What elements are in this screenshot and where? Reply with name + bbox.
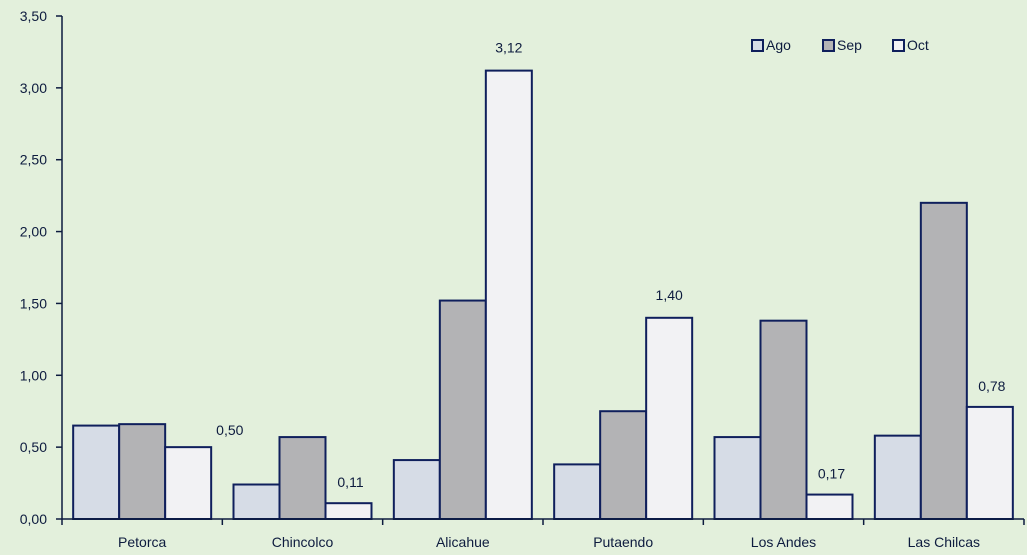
bar-oct [484, 69, 533, 521]
bar-series-group: 0,50 0,11 3,12 1,40 0,17 0,78 [72, 40, 1014, 521]
legend-label: Ago [766, 37, 791, 53]
bar-oct [645, 316, 694, 520]
y-axis: 0,00 0,50 1,00 1,50 2,00 2,50 3,00 3,50 [20, 8, 63, 527]
data-label: 0,50 [216, 422, 243, 438]
y-tick-label: 2,00 [20, 224, 47, 240]
bar-sep [599, 410, 648, 521]
data-label: 0,17 [818, 466, 845, 482]
legend-swatch-ago [751, 39, 764, 52]
legend-swatch-oct [892, 39, 905, 52]
bar-sep [919, 201, 968, 520]
data-label: 0,11 [337, 474, 363, 490]
y-tick-label: 2,50 [20, 152, 47, 168]
bar-ago [873, 434, 922, 521]
x-axis: Petorca Chincolco Alicahue Putaendo Los Ande… [61, 518, 1025, 550]
data-label: 3,12 [495, 40, 522, 56]
bar-sep [759, 319, 808, 520]
x-tick-label: Las Chilcas [908, 534, 980, 550]
bar-ago [713, 436, 762, 520]
x-tick-label: Los Andes [751, 534, 816, 550]
y-tick-label: 0,50 [20, 439, 47, 455]
data-label: 1,40 [656, 287, 683, 303]
legend-swatch-sep [822, 39, 835, 52]
bar-oct [164, 446, 213, 520]
x-tick-label: Petorca [118, 534, 166, 550]
bar-sep [438, 299, 487, 520]
legend-label: Sep [837, 37, 862, 53]
bar-ago [553, 463, 602, 521]
x-tick-label: Putaendo [593, 534, 653, 550]
bar-oct [324, 502, 373, 521]
legend-label: Oct [907, 37, 929, 53]
bar-sep [278, 436, 327, 520]
y-tick-label: 3,00 [20, 80, 47, 96]
legend: Ago Sep Oct [751, 37, 929, 53]
bar-sep [118, 423, 167, 520]
bar-oct [805, 493, 854, 521]
y-tick-label: 3,50 [20, 8, 47, 24]
y-tick-label: 1,00 [20, 367, 47, 383]
y-tick-label: 0,00 [20, 511, 47, 527]
x-tick-label: Alicahue [436, 534, 490, 550]
bar-ago [72, 424, 121, 521]
x-tick-label: Chincolco [272, 534, 334, 550]
data-label: 0,78 [978, 378, 1005, 394]
bar-ago [232, 483, 281, 521]
y-tick-label: 1,50 [20, 295, 47, 311]
bar-ago [392, 459, 441, 521]
bar-oct [965, 405, 1014, 521]
